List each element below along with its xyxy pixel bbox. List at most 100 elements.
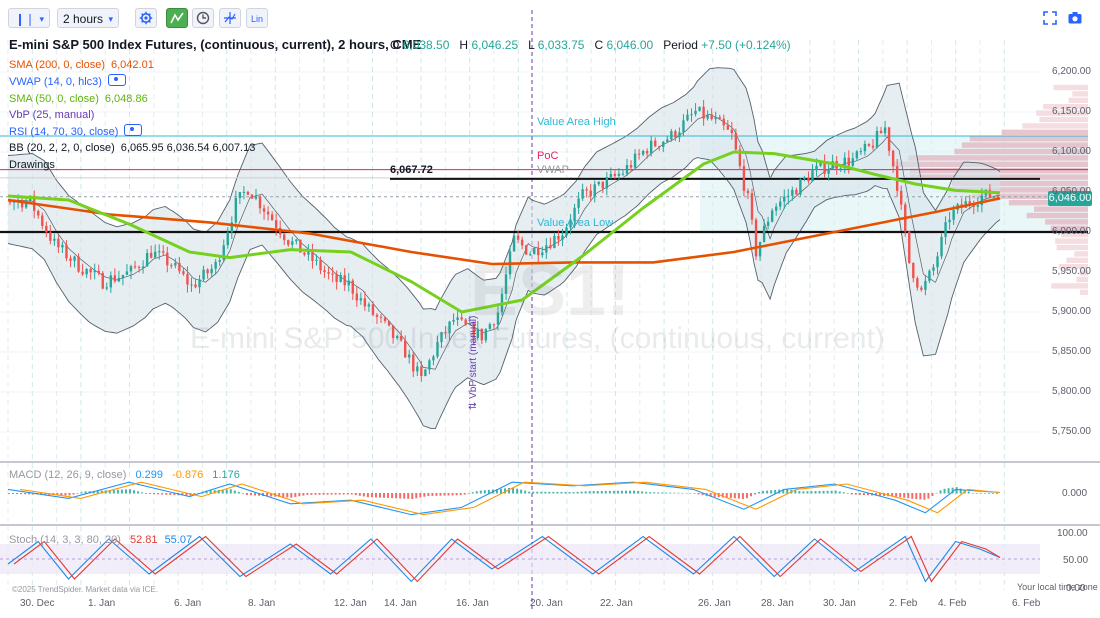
legend-label: RSI (14, 70, 30, close) xyxy=(9,126,119,138)
fullscreen-icon[interactable] xyxy=(1042,10,1058,26)
candle-up xyxy=(936,256,939,268)
legend-sma50[interactable]: SMA (50, 0, close) 6,048.86 xyxy=(9,92,148,106)
macd-histogram-bar xyxy=(568,492,571,494)
candle-up xyxy=(787,195,790,197)
scale-button[interactable]: Lin xyxy=(246,8,268,28)
candle-up xyxy=(670,131,673,140)
legend-bb[interactable]: BB (20, 2, 2, 0, close) 6,065.95 6,036.54… xyxy=(9,141,255,155)
legend-value: 6,048.86 xyxy=(104,93,148,105)
candle-down xyxy=(557,235,560,240)
macd-histogram-bar xyxy=(911,493,914,499)
macd-histogram-bar xyxy=(318,493,321,495)
legend-label: SMA (200, 0, close) xyxy=(9,59,105,71)
price-tick: 5,850.00 xyxy=(1052,346,1091,357)
volume-bar xyxy=(969,136,1088,142)
macd-histogram-bar xyxy=(858,493,861,495)
value-area-high-label: Value Area High xyxy=(537,116,616,128)
macd-histogram-bar xyxy=(669,492,672,494)
macd-histogram-bar xyxy=(229,489,232,494)
settings-button[interactable] xyxy=(135,8,157,28)
vbp-start-label: ⇅ VbP start (manual) xyxy=(468,315,479,410)
macd-histogram-bar xyxy=(504,488,506,494)
macd-histogram-bar xyxy=(221,489,224,494)
macd-histogram-bar xyxy=(108,490,111,494)
candle-up xyxy=(109,275,113,288)
candle-down xyxy=(742,166,746,191)
interval-select[interactable]: 2 hours ▾ xyxy=(57,8,119,28)
legend-label: Drawings xyxy=(9,159,55,171)
macd-histogram-bar xyxy=(120,489,123,494)
candle-up xyxy=(73,256,76,261)
macd-histogram-bar xyxy=(923,493,926,500)
price-tick: 5,800.00 xyxy=(1052,386,1091,397)
macd-histogram-bar xyxy=(266,493,269,497)
eye-icon[interactable] xyxy=(107,74,126,86)
legend-drawings[interactable]: Drawings xyxy=(9,158,55,172)
stoch-axis-100: 100.00 xyxy=(1057,528,1088,539)
price-tick: 6,100.00 xyxy=(1052,146,1091,157)
candle-down xyxy=(537,247,540,256)
bb-lower xyxy=(7,157,1001,430)
candle-down xyxy=(867,144,871,146)
chart-type-button[interactable]: ❙❘ ▾ xyxy=(8,8,50,28)
macd-histogram-bar xyxy=(983,493,986,494)
candle-up xyxy=(476,328,479,339)
candle-down xyxy=(807,177,810,182)
macd-histogram-bar xyxy=(354,493,357,496)
macd-histogram-bar xyxy=(637,491,640,494)
macd-histogram-bar xyxy=(149,493,152,495)
camera-icon[interactable] xyxy=(1067,10,1083,26)
macd-histogram-bar xyxy=(471,492,474,494)
macd-histogram-bar xyxy=(423,493,426,497)
candle-up xyxy=(174,262,177,266)
volume-bar xyxy=(1043,104,1088,110)
candle-down xyxy=(69,258,72,261)
crosshair-button[interactable] xyxy=(219,8,241,28)
candle-up xyxy=(980,195,984,206)
macd-histogram-bar xyxy=(874,493,877,496)
macd-histogram-bar xyxy=(939,490,942,494)
candle-down xyxy=(726,125,730,130)
eye-icon[interactable] xyxy=(124,124,143,136)
candle-down xyxy=(968,201,971,205)
macd-histogram-bar xyxy=(532,491,535,494)
legend-vbp[interactable]: VbP (25, manual) xyxy=(9,108,94,122)
indicator-button[interactable] xyxy=(166,8,188,28)
legend-sma200[interactable]: SMA (200, 0, close) 6,042.01 xyxy=(9,58,154,72)
legend-vwap[interactable]: VWAP (14, 0, hlc3) xyxy=(9,74,126,89)
top-toolbar: ❙❘ ▾ 2 hours ▾ Lin xyxy=(0,0,1100,36)
legend-macd[interactable]: MACD (12, 26, 9, close) 0.299 -0.876 1.1… xyxy=(9,468,240,482)
candle-down xyxy=(371,304,375,315)
candle-down xyxy=(734,133,738,150)
legend-rsi[interactable]: RSI (14, 70, 30, close) xyxy=(9,124,143,139)
macd-histogram-bar xyxy=(290,493,293,498)
price-tick: 6,000.00 xyxy=(1052,226,1091,237)
legend-stoch[interactable]: Stoch (14, 3, 3, 80, 20) 52.81 55.07 xyxy=(9,533,192,547)
macd-histogram-bar xyxy=(879,493,882,496)
macd-histogram-bar xyxy=(629,490,632,494)
candle-down xyxy=(920,287,923,290)
macd-histogram-bar xyxy=(407,493,410,499)
macd-histogram-bar xyxy=(153,493,156,495)
candle-up xyxy=(424,369,427,377)
macd-histogram-bar xyxy=(258,493,261,496)
candle-up xyxy=(226,232,229,246)
volume-bar xyxy=(1050,225,1088,231)
candle-down xyxy=(589,190,592,197)
macd-histogram-bar xyxy=(919,493,922,500)
candle-down xyxy=(754,219,758,257)
candle-up xyxy=(976,205,980,207)
candle-down xyxy=(472,323,475,339)
gear-icon xyxy=(139,11,153,25)
clock-button[interactable] xyxy=(192,8,214,28)
candle-down xyxy=(516,235,520,240)
candle-down xyxy=(266,211,270,215)
volume-bar xyxy=(1068,97,1088,103)
time-tick: 2. Feb xyxy=(889,598,918,609)
macd-histogram-bar xyxy=(737,493,740,499)
macd-histogram-bar xyxy=(681,492,684,494)
macd-histogram-bar xyxy=(846,493,849,494)
candle-up xyxy=(565,227,568,236)
candle-up xyxy=(803,177,806,180)
